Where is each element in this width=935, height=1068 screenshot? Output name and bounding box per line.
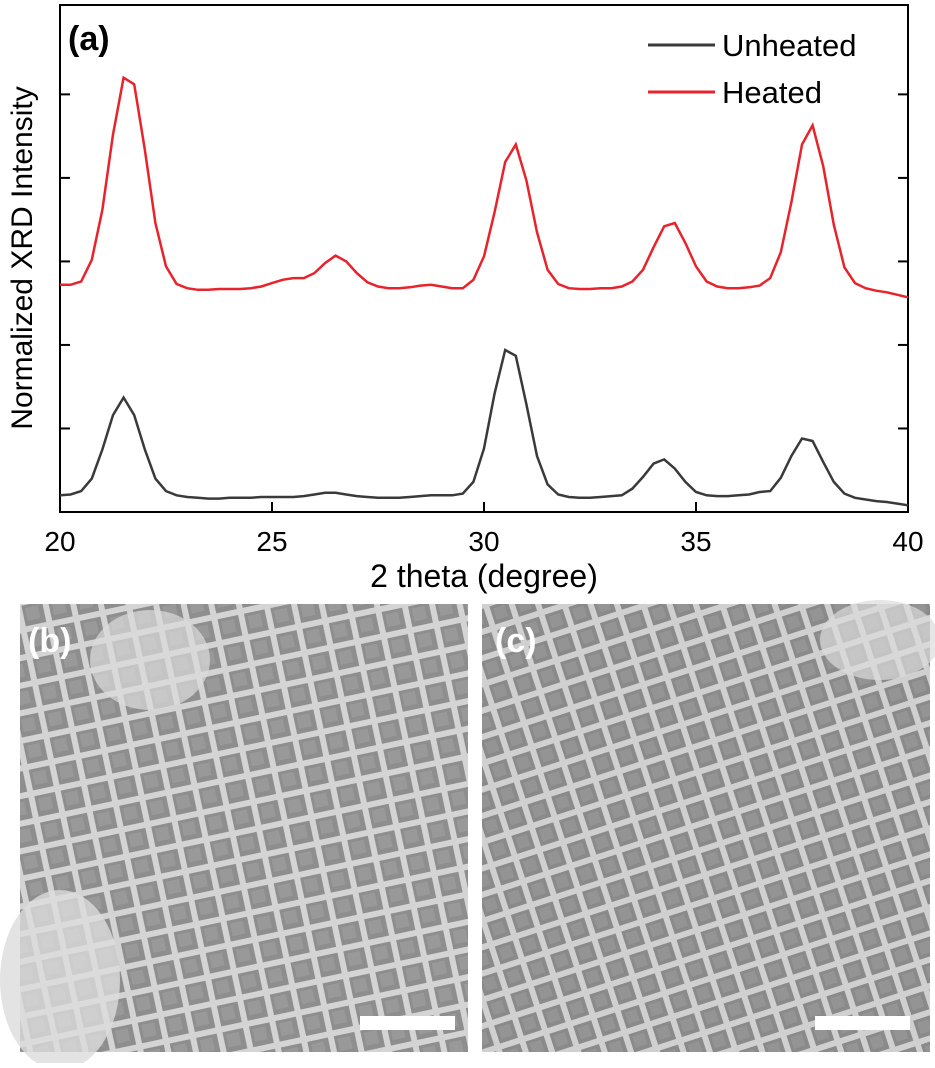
x-tick-label: 25: [256, 526, 287, 557]
panel-label: (a): [68, 20, 110, 58]
tem-image-c: [482, 600, 935, 1052]
x-tick-label: 30: [468, 526, 499, 557]
legend-label: Unheated: [722, 28, 856, 63]
x-tick-label: 35: [680, 526, 711, 557]
panel-label: (b): [28, 622, 71, 660]
x-tick-label: 40: [892, 526, 923, 557]
y-axis-title: Normalized XRD Intensity: [6, 86, 39, 429]
tem-image-b: [0, 604, 468, 1068]
panel-label: (c): [495, 622, 537, 660]
x-tick-label: 20: [44, 526, 75, 557]
x-axis-title: 2 theta (degree): [370, 558, 598, 594]
series-line: [60, 75, 909, 299]
scale-bar: [815, 1016, 910, 1030]
series-line: [59, 348, 909, 507]
legend-label: Heated: [722, 75, 822, 110]
scale-bar: [360, 1016, 455, 1030]
